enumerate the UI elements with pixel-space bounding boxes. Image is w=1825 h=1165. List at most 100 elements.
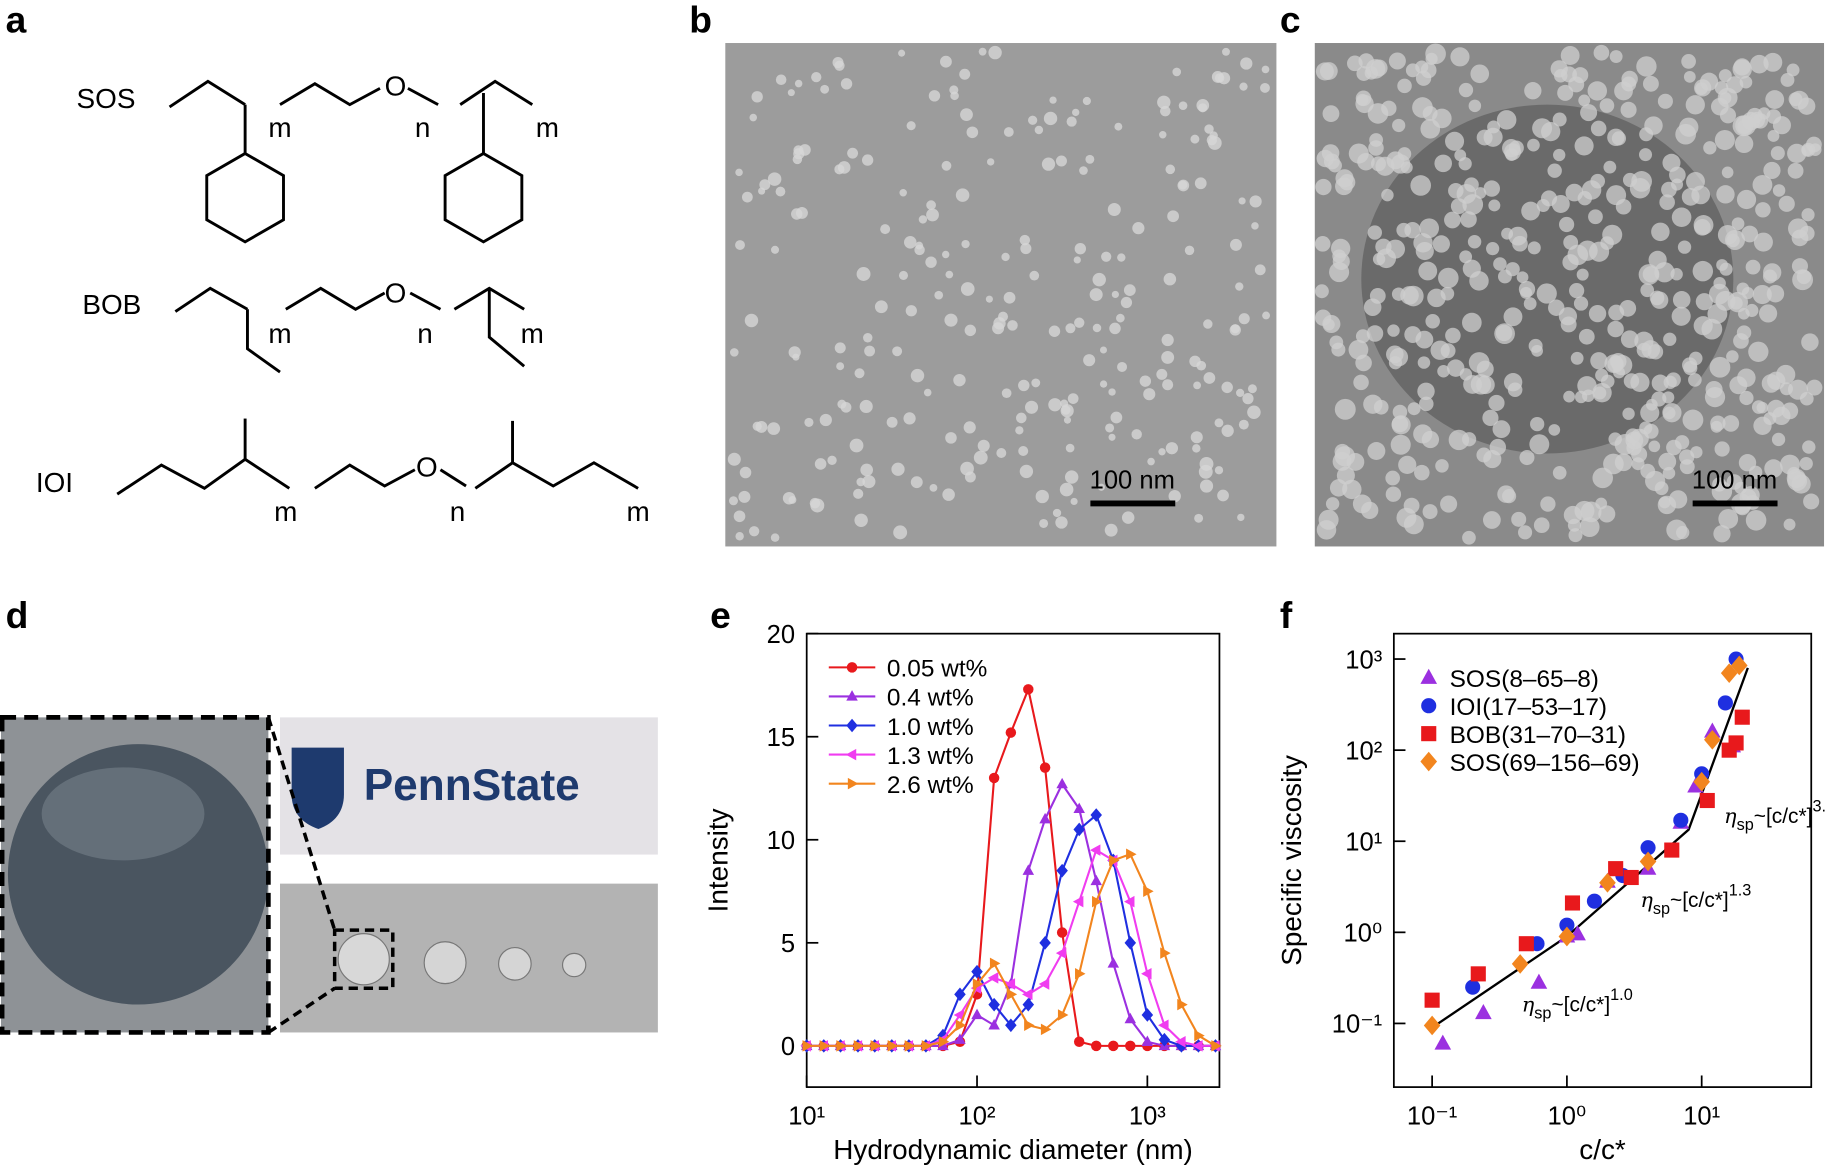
particle [1356,66,1372,81]
particle [1766,284,1785,303]
particle [1783,518,1796,531]
particle [1060,399,1069,408]
particle [1494,323,1515,344]
particle [944,313,958,327]
particle [782,491,796,505]
droplet [561,952,587,978]
particle [1648,440,1661,453]
particle [1425,52,1438,65]
y-tick-label: 10⁻¹ [1332,1011,1382,1039]
marker [1125,1040,1136,1052]
marker [988,1018,1000,1030]
particle [1117,361,1128,372]
marker [938,1036,950,1048]
particle [767,422,781,435]
particle [1552,465,1567,480]
particle [1104,523,1118,537]
particle [1547,163,1562,178]
particle [1131,429,1142,440]
particle [1238,419,1249,430]
particle [1015,426,1024,435]
y-tick-label: 10 [767,827,795,855]
particle [960,108,973,122]
particle [1235,282,1244,291]
particle [1767,130,1780,142]
particle [1568,76,1585,93]
particle [854,513,868,528]
particle [1568,528,1583,543]
particle [1111,290,1119,299]
marker [1109,854,1120,867]
particle [1588,209,1603,225]
marker [1107,957,1120,968]
particle [1569,283,1585,299]
particle [1003,291,1016,304]
particle [1407,402,1421,416]
marker [954,1033,966,1044]
particle [1367,225,1382,240]
marker [1073,1036,1085,1047]
particle [1563,234,1579,250]
marker [1475,1003,1492,1020]
particle [1199,479,1214,493]
particle [1530,416,1545,432]
bond [409,291,442,311]
particle [1695,293,1713,311]
particle [1193,381,1202,390]
particle [1043,111,1058,126]
particle [1403,497,1420,514]
particle [1438,267,1459,289]
marker [1057,1009,1069,1021]
particle [1157,95,1171,109]
particle [1198,103,1208,113]
particle [791,208,803,220]
particle [1172,67,1182,77]
particle [1251,222,1259,230]
particle [1236,388,1245,398]
particle [1398,455,1417,475]
particle [1796,269,1812,285]
marker [1530,973,1548,989]
particle [854,368,865,379]
particle [1488,394,1505,412]
particle [1528,338,1543,353]
particle [1483,127,1503,147]
legend-label: SOS(69–156–69) [1450,750,1640,777]
particle [1192,444,1201,453]
particle [1331,238,1351,259]
annotation-part: 3.9 [1812,798,1825,816]
panel-label: a [6,0,27,41]
particle [758,187,766,195]
particle [1421,430,1440,449]
particle [836,362,845,371]
particle [1772,406,1791,426]
particle [1355,329,1370,344]
particle [899,189,907,197]
particle [775,186,786,197]
particle [1039,518,1049,528]
particle [1314,236,1331,252]
marker [1055,947,1067,959]
particle [1669,166,1686,184]
marker [953,1009,965,1021]
particle [1729,296,1743,310]
bond [168,79,246,109]
particle [1230,238,1242,251]
marker [1470,966,1486,982]
particle [1622,172,1638,188]
panel-label: e [710,594,731,636]
particle [1476,360,1494,378]
particle [1675,525,1690,540]
particle [1788,218,1809,239]
atom: O [385,70,407,101]
particle [1803,493,1820,510]
particle [1048,398,1062,412]
particle [1701,318,1723,340]
marker [802,1040,813,1052]
particle [1758,304,1778,323]
particle [998,311,1009,322]
particle [1121,511,1135,524]
bond [439,468,467,488]
particle [1083,354,1096,367]
particle [1806,379,1823,396]
